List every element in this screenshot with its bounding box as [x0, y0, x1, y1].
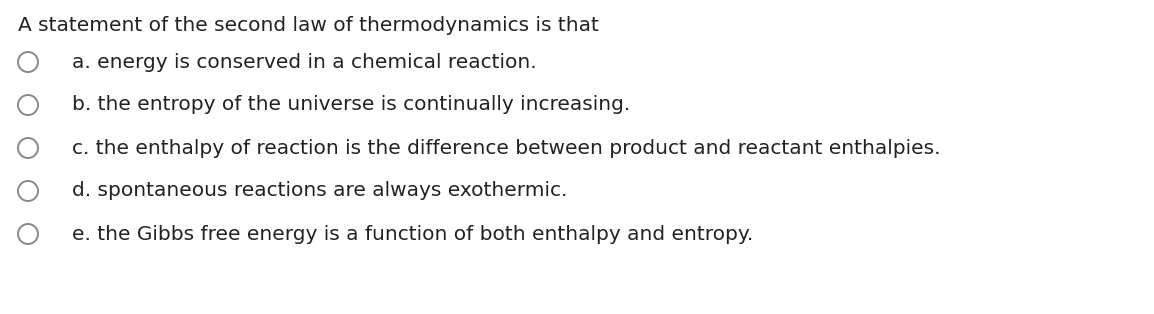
- Text: a. energy is conserved in a chemical reaction.: a. energy is conserved in a chemical rea…: [72, 52, 537, 72]
- Text: e. the Gibbs free energy is a function of both enthalpy and entropy.: e. the Gibbs free energy is a function o…: [72, 225, 754, 243]
- Text: d. spontaneous reactions are always exothermic.: d. spontaneous reactions are always exot…: [72, 181, 568, 201]
- Text: b. the entropy of the universe is continually increasing.: b. the entropy of the universe is contin…: [72, 95, 630, 115]
- Text: A statement of the second law of thermodynamics is that: A statement of the second law of thermod…: [18, 16, 599, 35]
- Text: c. the enthalpy of reaction is the difference between product and reactant entha: c. the enthalpy of reaction is the diffe…: [72, 138, 941, 158]
